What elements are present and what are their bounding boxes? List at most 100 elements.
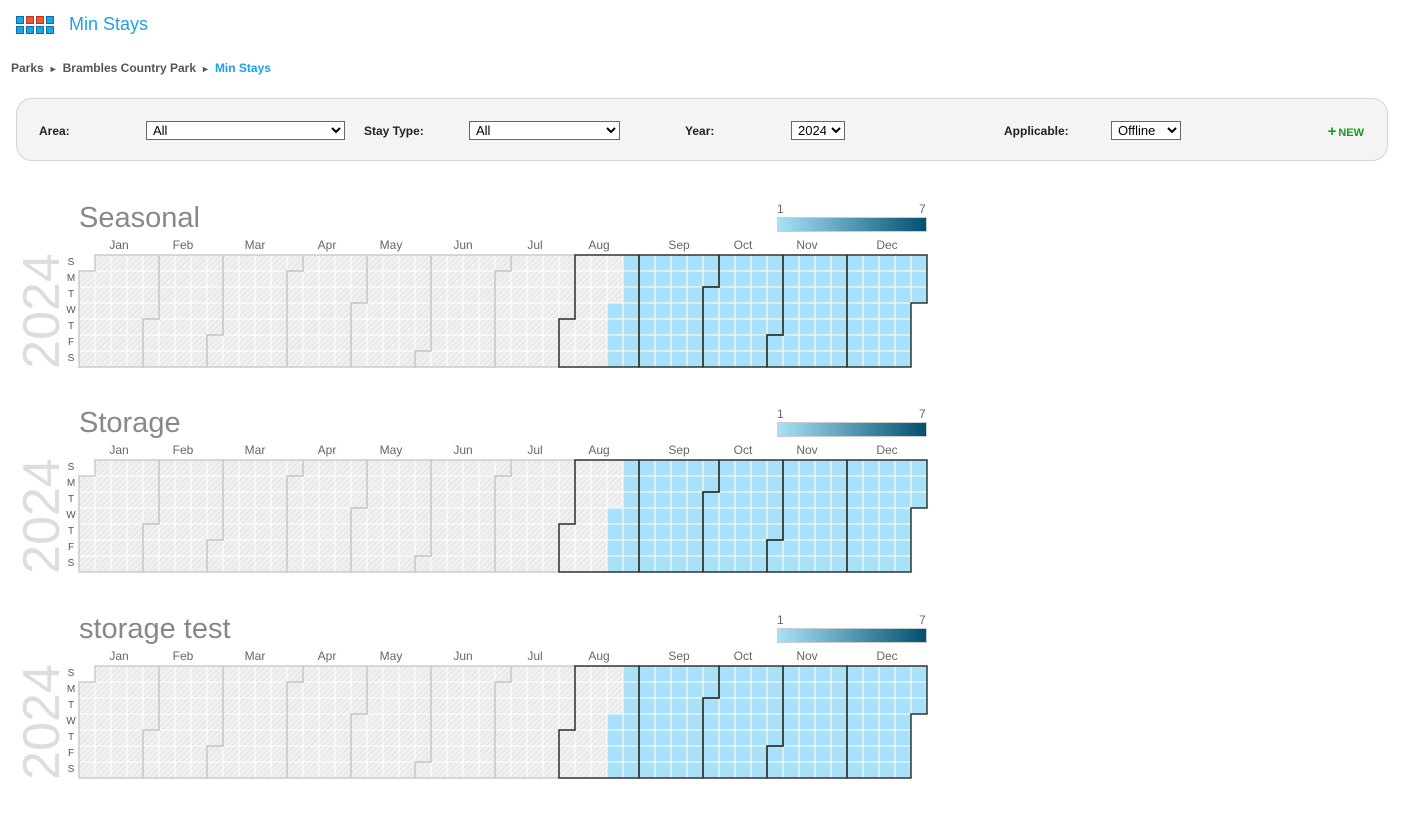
day-cell[interactable]	[111, 303, 127, 319]
day-cell[interactable]	[815, 319, 831, 335]
day-cell[interactable]	[463, 682, 479, 698]
day-cell[interactable]	[287, 746, 303, 762]
day-cell[interactable]	[495, 508, 511, 524]
day-cell[interactable]	[815, 540, 831, 556]
day-cell[interactable]	[671, 698, 687, 714]
day-cell[interactable]	[703, 682, 719, 698]
day-cell[interactable]	[335, 556, 351, 572]
day-cell[interactable]	[879, 271, 895, 287]
day-cell[interactable]	[575, 271, 591, 287]
day-cell[interactable]	[255, 351, 271, 367]
day-cell[interactable]	[815, 460, 831, 476]
day-cell[interactable]	[719, 460, 735, 476]
day-cell[interactable]	[431, 271, 447, 287]
day-cell[interactable]	[831, 524, 847, 540]
day-cell[interactable]	[463, 524, 479, 540]
day-cell[interactable]	[799, 460, 815, 476]
day-cell[interactable]	[351, 351, 367, 367]
day-cell[interactable]	[223, 335, 239, 351]
day-cell[interactable]	[143, 319, 159, 335]
day-cell[interactable]	[719, 351, 735, 367]
day-cell[interactable]	[895, 271, 911, 287]
day-cell[interactable]	[511, 335, 527, 351]
day-cell[interactable]	[703, 556, 719, 572]
day-cell[interactable]	[303, 460, 319, 476]
day-cell[interactable]	[287, 540, 303, 556]
day-cell[interactable]	[111, 287, 127, 303]
day-cell[interactable]	[607, 255, 623, 271]
day-cell[interactable]	[895, 540, 911, 556]
day-cell[interactable]	[543, 762, 559, 778]
day-cell[interactable]	[447, 287, 463, 303]
day-cell[interactable]	[767, 666, 783, 682]
day-cell[interactable]	[751, 335, 767, 351]
day-cell[interactable]	[143, 762, 159, 778]
day-cell[interactable]	[719, 255, 735, 271]
day-cell[interactable]	[479, 255, 495, 271]
day-cell[interactable]	[239, 762, 255, 778]
day-cell[interactable]	[815, 271, 831, 287]
day-cell[interactable]	[319, 540, 335, 556]
day-cell[interactable]	[815, 682, 831, 698]
day-cell[interactable]	[783, 556, 799, 572]
day-cell[interactable]	[399, 556, 415, 572]
day-cell[interactable]	[607, 319, 623, 335]
day-cell[interactable]	[767, 303, 783, 319]
day-cell[interactable]	[159, 492, 175, 508]
day-cell[interactable]	[751, 287, 767, 303]
day-cell[interactable]	[95, 714, 111, 730]
day-cell[interactable]	[831, 666, 847, 682]
day-cell[interactable]	[175, 319, 191, 335]
day-cell[interactable]	[719, 698, 735, 714]
day-cell[interactable]	[543, 698, 559, 714]
day-cell[interactable]	[479, 682, 495, 698]
day-cell[interactable]	[463, 287, 479, 303]
day-cell[interactable]	[575, 666, 591, 682]
day-cell[interactable]	[319, 255, 335, 271]
day-cell[interactable]	[559, 698, 575, 714]
day-cell[interactable]	[831, 460, 847, 476]
day-cell[interactable]	[367, 351, 383, 367]
day-cell[interactable]	[319, 666, 335, 682]
day-cell[interactable]	[911, 287, 927, 303]
day-cell[interactable]	[719, 524, 735, 540]
day-cell[interactable]	[479, 492, 495, 508]
day-cell[interactable]	[591, 524, 607, 540]
day-cell[interactable]	[671, 666, 687, 682]
day-cell[interactable]	[303, 682, 319, 698]
day-cell[interactable]	[591, 682, 607, 698]
day-cell[interactable]	[95, 319, 111, 335]
day-cell[interactable]	[287, 460, 303, 476]
day-cell[interactable]	[591, 698, 607, 714]
day-cell[interactable]	[463, 714, 479, 730]
day-cell[interactable]	[703, 287, 719, 303]
day-cell[interactable]	[767, 287, 783, 303]
day-cell[interactable]	[495, 730, 511, 746]
day-cell[interactable]	[559, 682, 575, 698]
day-cell[interactable]	[79, 540, 95, 556]
day-cell[interactable]	[575, 508, 591, 524]
day-cell[interactable]	[831, 476, 847, 492]
day-cell[interactable]	[159, 287, 175, 303]
day-cell[interactable]	[751, 492, 767, 508]
day-cell[interactable]	[287, 287, 303, 303]
day-cell[interactable]	[735, 666, 751, 682]
day-cell[interactable]	[687, 714, 703, 730]
day-cell[interactable]	[127, 319, 143, 335]
day-cell[interactable]	[111, 492, 127, 508]
day-cell[interactable]	[143, 287, 159, 303]
day-cell[interactable]	[511, 460, 527, 476]
day-cell[interactable]	[607, 540, 623, 556]
day-cell[interactable]	[591, 556, 607, 572]
day-cell[interactable]	[751, 746, 767, 762]
day-cell[interactable]	[863, 271, 879, 287]
day-cell[interactable]	[479, 287, 495, 303]
day-cell[interactable]	[575, 460, 591, 476]
day-cell[interactable]	[799, 746, 815, 762]
day-cell[interactable]	[847, 524, 863, 540]
day-cell[interactable]	[287, 666, 303, 682]
day-cell[interactable]	[255, 714, 271, 730]
day-cell[interactable]	[815, 556, 831, 572]
day-cell[interactable]	[303, 492, 319, 508]
day-cell[interactable]	[783, 351, 799, 367]
